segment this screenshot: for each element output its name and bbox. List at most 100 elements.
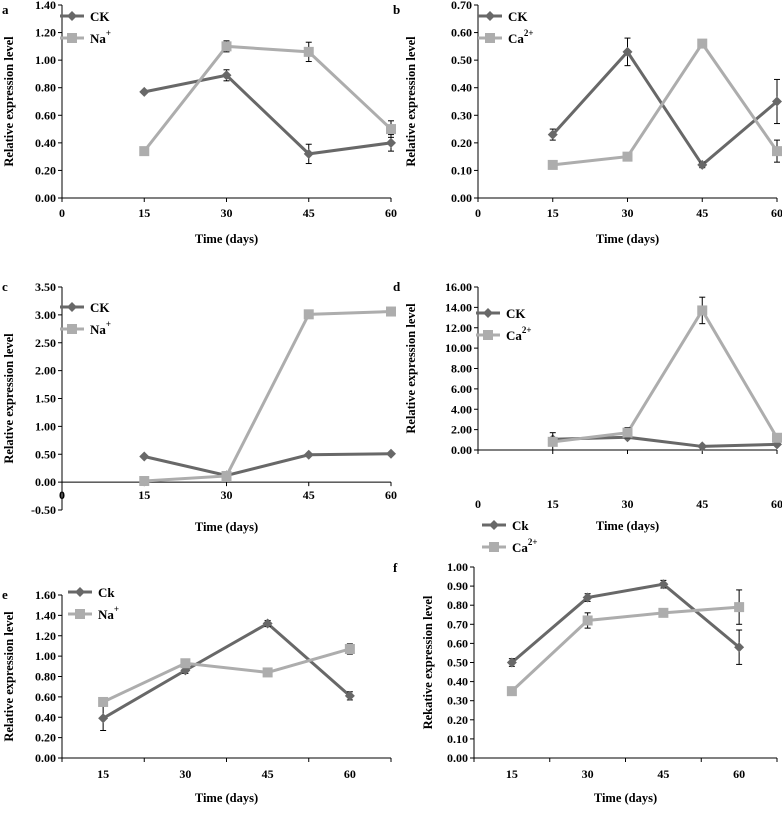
y-tick-label: 0.50 [35, 447, 56, 461]
series-line [143, 452, 392, 477]
y-tick-label: 1.20 [35, 629, 56, 643]
data-point-square [303, 309, 314, 320]
data-point-diamond [303, 148, 314, 159]
legend-label: Na+ [90, 28, 111, 46]
y-axis-title: Relative expression level [2, 611, 16, 742]
panel-label: f [393, 560, 398, 575]
y-tick-label: 0.60 [35, 690, 56, 704]
legend: CK Na+ [60, 300, 111, 337]
x-tick-label: 0 [59, 206, 65, 220]
x-tick-label: 15 [506, 767, 518, 781]
panel-label: e [2, 587, 8, 602]
data-point-square [697, 305, 708, 316]
x-tick-label: 60 [771, 206, 782, 220]
y-tick-label: 0.00 [451, 191, 472, 205]
y-tick-label: 0.90 [447, 579, 468, 593]
data-point-square [98, 696, 109, 707]
series-line [552, 40, 779, 167]
data-point-diamond [506, 657, 517, 668]
data-point-square [622, 151, 633, 162]
legend-item-ca: Ca2+ [476, 325, 532, 343]
y-tick-label: 0.60 [35, 108, 56, 122]
x-axis-title: Time (days) [596, 519, 659, 533]
legend-label: Ck [512, 518, 529, 533]
series-ck [139, 448, 396, 481]
y-tick-label: -0.50 [31, 503, 56, 517]
x-tick-label: 45 [696, 206, 708, 220]
y-tick-label: 6.00 [451, 382, 472, 396]
y-tick-label: 0.20 [35, 163, 56, 177]
legend-marker-square [67, 324, 77, 334]
data-point-diamond [386, 137, 396, 148]
y-tick-label: 0.10 [447, 732, 468, 746]
y-tick-label: 0.80 [35, 81, 56, 95]
legend: Ck Na+ [68, 585, 119, 622]
legend-label: Ca2+ [508, 28, 534, 46]
x-tick-label: 0 [59, 488, 65, 502]
legend-item-na: Na+ [60, 319, 111, 337]
legend-label: CK [90, 9, 110, 24]
series-ck [547, 37, 782, 170]
panel-label: c [2, 279, 8, 294]
legend-marker-diamond [485, 11, 495, 21]
y-tick-label: 0.40 [35, 136, 56, 150]
y-tick-label: 1.00 [35, 419, 56, 433]
y-tick-label: 1.40 [35, 608, 56, 622]
y-tick-label: 1.40 [35, 0, 56, 12]
y-tick-label: 0.30 [451, 108, 472, 122]
data-point-diamond [139, 451, 150, 462]
legend-item-ck: CK [476, 306, 526, 321]
legend-item-na: Na+ [60, 28, 111, 46]
y-tick-label: 1.20 [35, 26, 56, 40]
data-point-square [506, 686, 517, 697]
data-point-square [734, 602, 745, 613]
data-point-square [386, 306, 396, 317]
x-tick-label: 15 [138, 206, 150, 220]
y-tick-label: 0.80 [35, 670, 56, 684]
x-axis-title: Time (days) [195, 791, 258, 805]
x-tick-label: 30 [179, 767, 191, 781]
y-tick-label: 0.80 [447, 598, 468, 612]
legend-marker-square [489, 542, 499, 552]
x-axis-title: Time (days) [195, 520, 258, 534]
data-point-diamond [582, 592, 593, 603]
y-axis-title: Relative expression level [404, 303, 418, 434]
x-axis-title: Time (days) [195, 232, 258, 246]
series-ck [506, 579, 745, 668]
y-tick-label: 0.60 [451, 26, 472, 40]
series-na [139, 306, 396, 487]
chart-panel-a: a 0.00 0.20 0.40 0.60 0.80 1.00 1.20 1.40 0 15 30 45… [2, 0, 397, 246]
y-tick-label: 0.00 [35, 191, 56, 205]
data-point-diamond [303, 449, 314, 460]
series-line [102, 647, 351, 704]
x-tick-label: 0 [475, 497, 481, 511]
y-tick-label: 10.00 [445, 341, 472, 355]
chart-panel-c: c -0.50 0.00 0.50 1.00 1.50 2.00 2.50 3.00 3.50 0 1… [2, 279, 397, 534]
y-tick-label: 12.00 [445, 321, 472, 335]
series-ck [547, 432, 782, 452]
x-tick-label: 30 [221, 206, 233, 220]
x-tick-label: 60 [733, 767, 745, 781]
data-point-diamond [697, 441, 708, 452]
x-tick-label: 30 [622, 206, 634, 220]
panel-label: a [2, 2, 9, 17]
y-tick-label: 4.00 [451, 402, 472, 416]
series-na [139, 40, 396, 157]
y-axis-title: Relative expression level [2, 333, 16, 464]
chart-panel-b: b 0.00 0.10 0.20 0.30 0.40 0.50 0.60 0.70 0 15 30 45… [393, 0, 782, 246]
data-point-diamond [386, 448, 396, 459]
data-point-square [303, 46, 314, 57]
data-point-square [221, 41, 232, 52]
data-point-diamond [697, 159, 708, 170]
data-point-square [386, 124, 396, 135]
x-tick-label: 15 [138, 488, 150, 502]
data-point-square [221, 470, 232, 481]
y-tick-label: 0.10 [451, 163, 472, 177]
series-line [143, 44, 393, 153]
x-tick-label: 30 [622, 497, 634, 511]
legend-marker-diamond [75, 587, 85, 597]
y-tick-label: 3.00 [35, 308, 56, 322]
data-point-diamond [262, 618, 273, 629]
legend-item-ck: CK [478, 9, 528, 24]
